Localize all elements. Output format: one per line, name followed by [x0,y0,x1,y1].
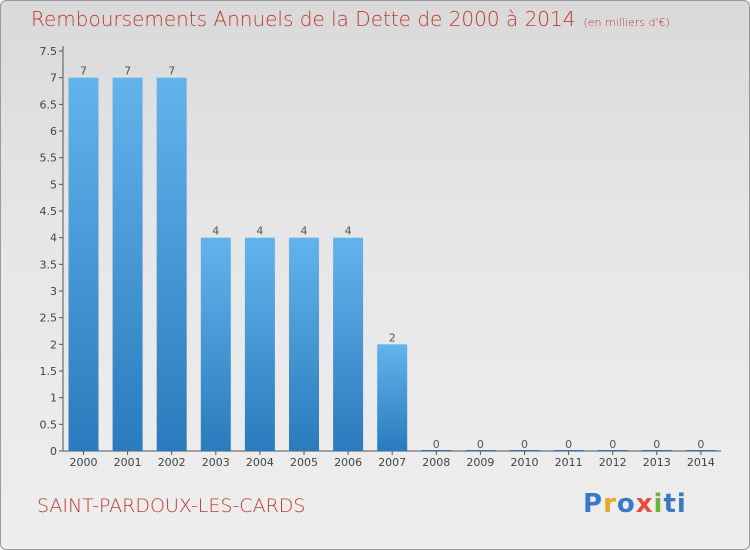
bar [421,450,452,451]
x-tick-label: 2005 [290,456,318,469]
data-label: 0 [521,438,528,451]
x-tick-label: 2009 [466,456,494,469]
commune-name: SAINT-PARDOUX-LES-CARDS [37,495,306,517]
bar [68,77,99,452]
x-tick-label: 2010 [511,456,539,469]
x-tick-label: 2013 [643,456,671,469]
logo-letter: i [653,489,664,519]
data-label: 4 [301,225,308,238]
logo-letter: r [603,489,617,519]
y-tick-label: 5 [50,178,57,191]
proxiti-logo: Proxiti [583,489,687,519]
y-tick-label: 1 [50,392,57,405]
y-tick-label: 3 [50,285,57,298]
y-tick-label: 0.5 [40,418,58,431]
data-label: 4 [212,225,219,238]
bar [377,344,408,451]
chart-title: Remboursements Annuels de la Dette de 20… [31,7,670,31]
chart-title-text: Remboursements Annuels de la Dette de 20… [31,7,576,31]
x-tick-label: 2000 [70,456,98,469]
bar [597,450,628,451]
bar [112,77,143,452]
bar [685,450,716,451]
data-label: 0 [477,438,484,451]
y-tick-label: 3.5 [40,258,58,271]
data-label: 4 [256,225,263,238]
y-tick-label: 7 [50,72,57,85]
bar [641,450,672,451]
y-tick-label: 6 [50,125,57,138]
x-tick-label: 2003 [202,456,230,469]
x-tick-label: 2004 [246,456,274,469]
logo-letter: P [583,489,604,519]
bar [289,237,319,451]
data-label: 7 [124,65,131,78]
y-tick-label: 5.5 [40,152,58,165]
x-tick-label: 2001 [114,456,142,469]
y-tick-label: 4 [50,232,57,245]
y-tick-label: 4.5 [40,205,58,218]
data-label: 2 [389,331,396,344]
bar [465,450,496,451]
y-tick-label: 0 [50,445,57,458]
data-label: 0 [697,438,704,451]
data-label: 7 [168,65,175,78]
logo-letter: ti [663,489,687,519]
bar [553,450,584,451]
bar [333,237,364,451]
bar [244,237,275,451]
y-tick-label: 2 [50,338,57,351]
data-label: 4 [345,225,352,238]
logo-letter: o [616,489,636,519]
x-tick-label: 2008 [422,456,450,469]
x-tick-label: 2006 [334,456,362,469]
y-tick-label: 7.5 [40,45,58,58]
data-label: 0 [653,438,660,451]
x-tick-label: 2012 [599,456,627,469]
bar [509,450,540,451]
y-tick-label: 1.5 [40,365,58,378]
data-label: 0 [565,438,572,451]
y-tick-label: 6.5 [40,98,58,111]
data-label: 0 [433,438,440,451]
data-label: 7 [80,65,87,78]
x-tick-label: 2011 [555,456,583,469]
y-tick-label: 2.5 [40,312,58,325]
bar [156,77,187,452]
chart-title-unit: (en milliers d'€) [583,16,670,29]
x-tick-label: 2014 [687,456,715,469]
x-tick-label: 2007 [378,456,406,469]
x-tick-label: 2002 [158,456,186,469]
data-label: 0 [609,438,616,451]
bar [200,237,231,451]
logo-letter: x [635,489,654,519]
